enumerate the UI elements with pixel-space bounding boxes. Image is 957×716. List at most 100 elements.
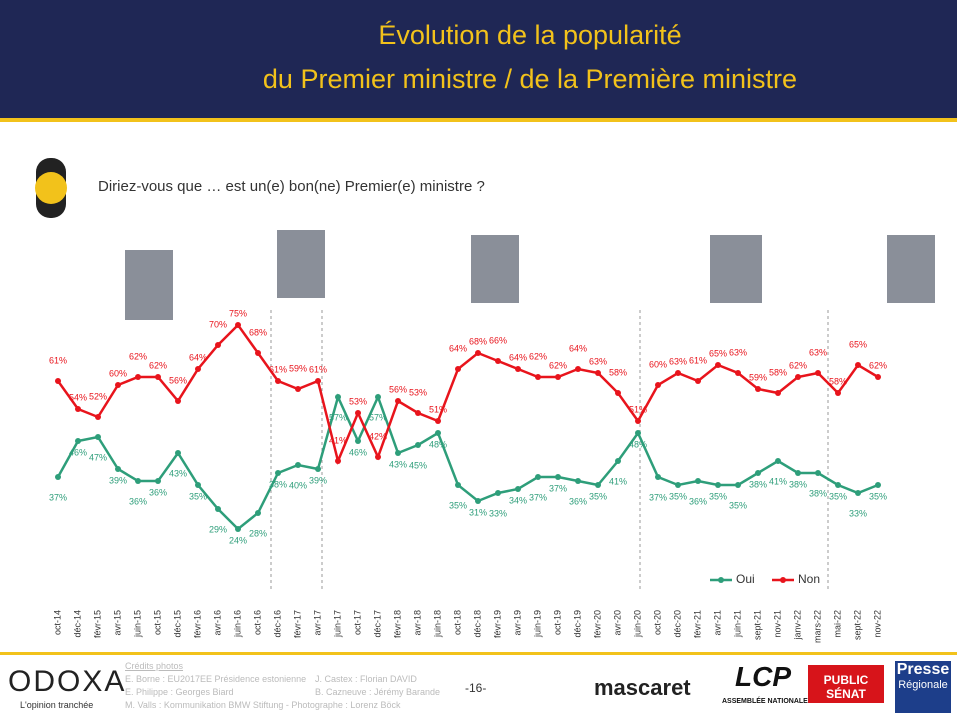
data-label: 35%	[869, 491, 887, 501]
x-tick-label: juin-15	[132, 610, 142, 638]
data-label: 62%	[129, 351, 147, 361]
x-tick-label: juin-17	[332, 610, 342, 638]
point	[575, 366, 581, 372]
data-label: 60%	[109, 368, 127, 378]
data-label: 40%	[289, 480, 307, 490]
x-tick-label: juin-18	[432, 610, 442, 638]
point	[775, 458, 781, 464]
point	[275, 378, 281, 384]
data-label: 47%	[89, 452, 107, 462]
brand: ODOXA	[8, 665, 127, 698]
point	[795, 374, 801, 380]
point	[695, 378, 701, 384]
data-label: 31%	[469, 507, 487, 517]
x-tick-label: févr-17	[292, 610, 302, 638]
credit: B. Cazneuve : Jérémy Barande	[315, 687, 441, 697]
point	[515, 486, 521, 492]
data-label: 33%	[849, 508, 867, 518]
point	[355, 438, 361, 444]
legend-marker	[780, 577, 786, 583]
x-tick-label: déc-15	[172, 610, 182, 638]
photo	[471, 235, 519, 303]
data-label: 61%	[49, 355, 67, 365]
point	[135, 374, 141, 380]
point	[755, 386, 761, 392]
point	[475, 350, 481, 356]
point	[275, 470, 281, 476]
chart: oct-14 déc-14 févr-15 avr-15 juin-15 oct-15 dé…	[49, 230, 935, 643]
data-label: 37%	[49, 492, 67, 502]
data-label: 37%	[529, 492, 547, 502]
point	[95, 414, 101, 420]
data-label: 48%	[629, 439, 647, 449]
data-label: 37%	[649, 492, 667, 502]
point	[555, 374, 561, 380]
data-label: 68%	[249, 327, 267, 337]
legend-label: Non	[798, 572, 820, 586]
data-label: 43%	[389, 459, 407, 469]
title-line: du Premier ministre / de la Première min…	[262, 64, 798, 94]
x-tick-label: oct-18	[452, 610, 462, 635]
question: Diriez-vous que … est un(e) bon(ne) Prem…	[98, 178, 485, 195]
point	[195, 366, 201, 372]
x-tick-label: oct-14	[52, 610, 62, 635]
data-label: 65%	[849, 339, 867, 349]
data-label: 61%	[689, 355, 707, 365]
data-label: 63%	[589, 356, 607, 366]
x-tick-label: avr-17	[312, 610, 322, 636]
footer: ODOXA L'opinion tranchée Crédits photos …	[0, 652, 957, 716]
series-line	[56, 393, 879, 531]
point	[635, 430, 641, 436]
x-tick-label: déc-14	[72, 610, 82, 638]
data-label: 52%	[89, 391, 107, 401]
point	[415, 410, 421, 416]
page-number: -16-	[465, 681, 487, 695]
x-tick-label: juin-21	[732, 610, 742, 638]
data-label: 58%	[769, 367, 787, 377]
data-label: 24%	[229, 535, 247, 545]
data-label: 65%	[709, 348, 727, 358]
data-label: 35%	[709, 491, 727, 501]
x-tick-label: avr-19	[512, 610, 522, 636]
x-tick-label: déc-16	[272, 610, 282, 638]
point	[375, 394, 381, 400]
data-label: 46%	[69, 447, 87, 457]
credit: E. Borne : EU2017EE Présidence estonienn…	[125, 674, 307, 684]
credit: J. Castex : Florian DAVID	[315, 674, 417, 684]
point	[175, 450, 181, 456]
point	[375, 454, 381, 460]
legend-marker	[718, 577, 724, 583]
data-label: 35%	[829, 491, 847, 501]
data-label: 45%	[409, 460, 427, 470]
data-label: 41%	[609, 476, 627, 486]
x-tick-label: mars-22	[812, 610, 822, 643]
point	[335, 394, 341, 400]
point	[235, 526, 241, 532]
point	[255, 350, 261, 356]
data-label: 68%	[469, 336, 487, 346]
data-label: 41%	[329, 435, 347, 445]
point	[835, 482, 841, 488]
point	[135, 478, 141, 484]
data-label: 43%	[169, 468, 187, 478]
data-label: 38%	[789, 479, 807, 489]
data-label: 54%	[69, 392, 87, 402]
point	[95, 434, 101, 440]
credit: E. Philippe : Georges Biard	[125, 687, 234, 697]
data-label: 29%	[209, 524, 227, 534]
point	[795, 470, 801, 476]
point	[55, 474, 61, 480]
point	[615, 390, 621, 396]
x-tick-label: avr-20	[612, 610, 622, 636]
x-tick-label: sept-21	[752, 610, 762, 640]
point	[315, 378, 321, 384]
x-tick-label: nov-21	[772, 610, 782, 638]
point	[875, 374, 881, 380]
x-tick-label: févr-18	[392, 610, 402, 638]
point	[395, 450, 401, 456]
point	[755, 470, 761, 476]
x-tick-label: févr-20	[592, 610, 602, 638]
data-label: 64%	[569, 343, 587, 353]
data-label: 57%	[329, 412, 347, 422]
point	[535, 374, 541, 380]
